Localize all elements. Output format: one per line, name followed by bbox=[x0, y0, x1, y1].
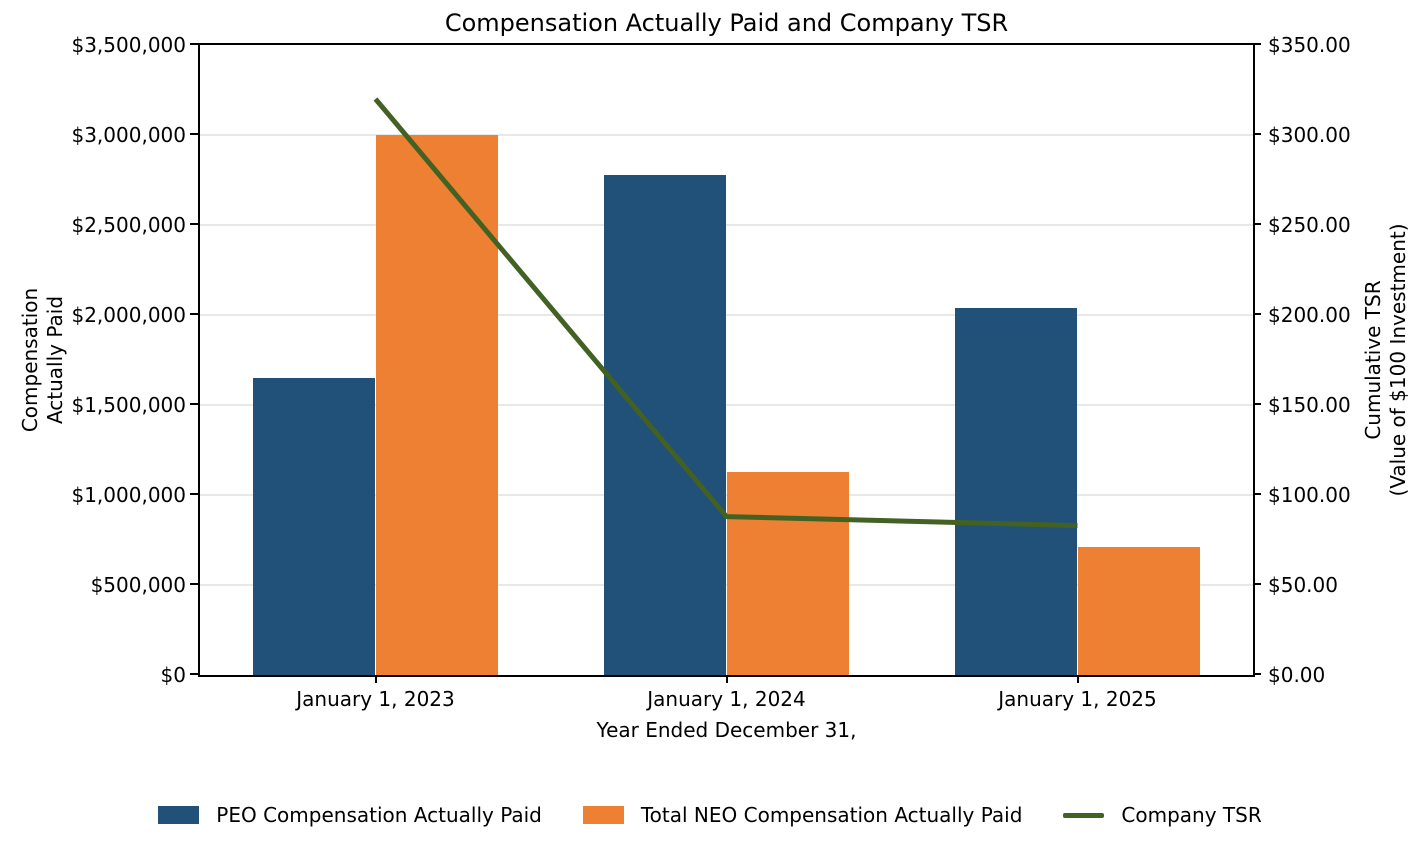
right-axis-title-line1: Cumulative TSR bbox=[1361, 280, 1385, 440]
gridline bbox=[200, 404, 1253, 406]
left-axis-tick-label: $1,500,000 bbox=[71, 393, 186, 417]
company-tsr-line bbox=[373, 97, 1078, 529]
left-axis-tickmark bbox=[190, 313, 198, 315]
bar-peo-3 bbox=[954, 307, 1078, 675]
legend-label-peo: PEO Compensation Actually Paid bbox=[216, 803, 542, 827]
x-axis-tick-label: January 1, 2025 bbox=[998, 687, 1157, 711]
plot-area bbox=[198, 43, 1255, 677]
right-axis-tickmark bbox=[1253, 403, 1261, 405]
bar-neo-2 bbox=[726, 471, 850, 675]
left-axis-tick-label: $3,000,000 bbox=[71, 123, 186, 147]
legend-entry-peo: PEO Compensation Actually Paid bbox=[158, 803, 542, 827]
neo-swatch bbox=[582, 806, 624, 824]
x-axis-tickmark bbox=[374, 675, 377, 683]
x-axis-title: Year Ended December 31, bbox=[596, 718, 857, 742]
left-axis-tick-label: $500,000 bbox=[90, 573, 186, 597]
right-axis-tick-label: $100.00 bbox=[1268, 483, 1351, 507]
right-axis-tick-label: $50.00 bbox=[1268, 573, 1338, 597]
left-axis-tickmark bbox=[190, 583, 198, 585]
right-axis-tick-label: $350.00 bbox=[1268, 33, 1351, 57]
x-axis-tickmark bbox=[1076, 675, 1079, 683]
right-axis-tick-label: $200.00 bbox=[1268, 303, 1351, 327]
right-axis-tickmark bbox=[1253, 313, 1261, 315]
tsr-line-layer bbox=[373, 97, 1078, 529]
right-axis-tick-label: $0.00 bbox=[1268, 663, 1326, 687]
x-axis-tickmark bbox=[725, 675, 728, 683]
peo-swatch bbox=[158, 806, 200, 824]
left-axis-tick-label: $1,000,000 bbox=[71, 483, 186, 507]
bar-peo-2 bbox=[603, 174, 727, 675]
left-axis-tick-label: $2,500,000 bbox=[71, 213, 186, 237]
right-axis-tickmark bbox=[1253, 493, 1261, 495]
chart-title: Compensation Actually Paid and Company T… bbox=[444, 9, 1009, 37]
left-axis-tick-label: $0 bbox=[160, 663, 186, 687]
x-axis-tick-label: January 1, 2023 bbox=[296, 687, 455, 711]
gridline bbox=[200, 134, 1253, 136]
legend-label-neo: Total NEO Compensation Actually Paid bbox=[640, 803, 1023, 827]
right-axis-tick-label: $150.00 bbox=[1268, 393, 1351, 417]
left-axis-tickmark bbox=[190, 223, 198, 225]
bar-neo-1 bbox=[375, 135, 499, 675]
right-axis-tick-label: $250.00 bbox=[1268, 213, 1351, 237]
right-axis-tickmark bbox=[1253, 673, 1261, 675]
legend-label-tsr: Company TSR bbox=[1121, 803, 1262, 827]
right-axis-title: Cumulative TSR (Value of $100 Investment… bbox=[1361, 223, 1411, 496]
right-axis-tickmark bbox=[1253, 583, 1261, 585]
left-axis-tickmark bbox=[190, 403, 198, 405]
left-axis-tickmark bbox=[190, 673, 198, 675]
right-axis-tickmark bbox=[1253, 223, 1261, 225]
right-axis-tickmark bbox=[1253, 133, 1261, 135]
legend: PEO Compensation Actually Paid Total NEO… bbox=[0, 803, 1420, 827]
left-axis-tick-label: $2,000,000 bbox=[71, 303, 186, 327]
left-axis-tick-label: $3,500,000 bbox=[71, 33, 186, 57]
gridline bbox=[200, 224, 1253, 226]
right-axis-title-line2: (Value of $100 Investment) bbox=[1386, 223, 1410, 497]
left-axis-tickmark bbox=[190, 133, 198, 135]
left-axis-tickmark bbox=[190, 43, 198, 45]
left-axis-tickmark bbox=[190, 493, 198, 495]
x-axis-tick-label: January 1, 2024 bbox=[647, 687, 806, 711]
right-axis-tickmark bbox=[1253, 43, 1261, 45]
bar-neo-3 bbox=[1077, 547, 1201, 675]
bar-peo-1 bbox=[252, 378, 376, 675]
tsr-swatch bbox=[1063, 812, 1105, 818]
right-axis-tick-label: $300.00 bbox=[1268, 123, 1351, 147]
legend-entry-neo: Total NEO Compensation Actually Paid bbox=[582, 803, 1023, 827]
legend-entry-tsr: Company TSR bbox=[1063, 803, 1262, 827]
gridline bbox=[200, 314, 1253, 316]
